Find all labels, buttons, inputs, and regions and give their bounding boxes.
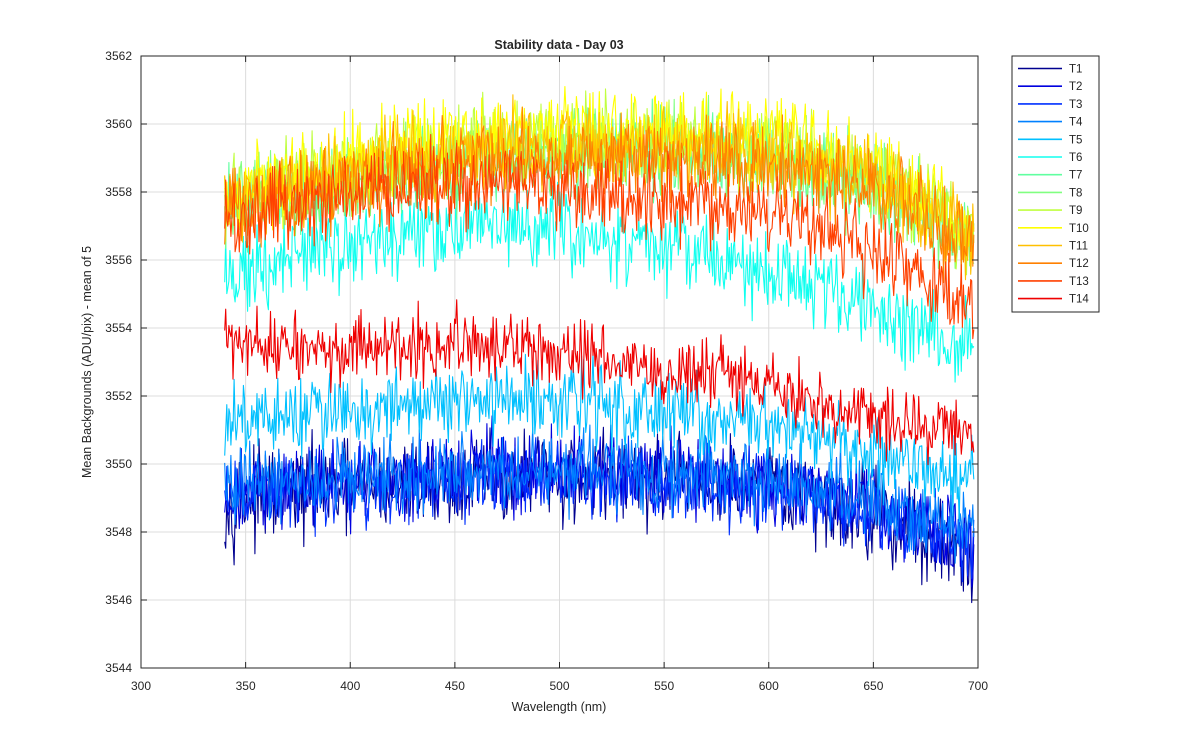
y-tick-label: 3544 <box>105 661 132 675</box>
y-tick-label: 3562 <box>105 49 132 63</box>
series-line-t5 <box>224 353 975 523</box>
x-tick-label: 650 <box>863 679 883 693</box>
x-tick-label: 550 <box>654 679 674 693</box>
chart-title: Stability data - Day 03 <box>494 38 623 52</box>
y-tick-label: 3552 <box>105 389 132 403</box>
legend-label-t7: T7 <box>1069 170 1082 182</box>
x-tick-label: 350 <box>236 679 256 693</box>
series-line-t14 <box>224 299 975 466</box>
x-tick-label: 600 <box>759 679 779 693</box>
y-tick-label: 3558 <box>105 185 132 199</box>
legend-label-t9: T9 <box>1069 205 1082 217</box>
legend-label-t5: T5 <box>1069 134 1082 146</box>
y-tick-label: 3550 <box>105 457 132 471</box>
legend-label-t1: T1 <box>1069 64 1082 76</box>
legend-box <box>1011 55 1100 313</box>
series-line-t13 <box>224 133 975 340</box>
axis-ticks: 300 350 400 450 500 550 600 650 700 3544 3546 3548 3… <box>105 49 988 693</box>
y-tick-label: 3548 <box>105 525 132 539</box>
legend-label-t3: T3 <box>1069 99 1082 111</box>
x-tick-label: 400 <box>340 679 360 693</box>
series-line-t12 <box>224 106 975 284</box>
y-tick-label: 3556 <box>105 253 132 267</box>
y-tick-label: 3554 <box>105 321 132 335</box>
x-axis-label: Wavelength (nm) <box>512 700 607 714</box>
series-line-t10 <box>224 86 975 257</box>
y-tick-label: 3546 <box>105 593 132 607</box>
legend-label-t2: T2 <box>1069 81 1082 93</box>
series-line-t11 <box>224 94 975 281</box>
legend: T1 T2 T3 T4 T5 T6 T7 T8 T9 T10 T11 T12 T13 T14 <box>1011 55 1100 313</box>
x-tick-label: 700 <box>968 679 988 693</box>
y-axis-label: Mean Backgrounds (ADU/pix) - mean of 5 <box>80 246 94 478</box>
legend-label-t12: T12 <box>1069 258 1089 270</box>
x-tick-label: 450 <box>445 679 465 693</box>
series-line-t2 <box>224 415 975 588</box>
x-tick-label: 500 <box>549 679 569 693</box>
y-tick-label: 3560 <box>105 117 132 131</box>
x-tick-label: 300 <box>131 679 151 693</box>
legend-label-t11: T11 <box>1069 241 1088 253</box>
series-lines <box>224 86 975 604</box>
legend-label-t4: T4 <box>1069 117 1083 129</box>
legend-label-t6: T6 <box>1069 152 1082 164</box>
series-line-t6 <box>224 181 975 383</box>
legend-label-t13: T13 <box>1069 276 1089 288</box>
legend-label-t14: T14 <box>1069 294 1089 306</box>
legend-label-t10: T10 <box>1069 223 1089 235</box>
series-line-t4 <box>224 424 975 564</box>
legend-label-t8: T8 <box>1069 187 1082 199</box>
